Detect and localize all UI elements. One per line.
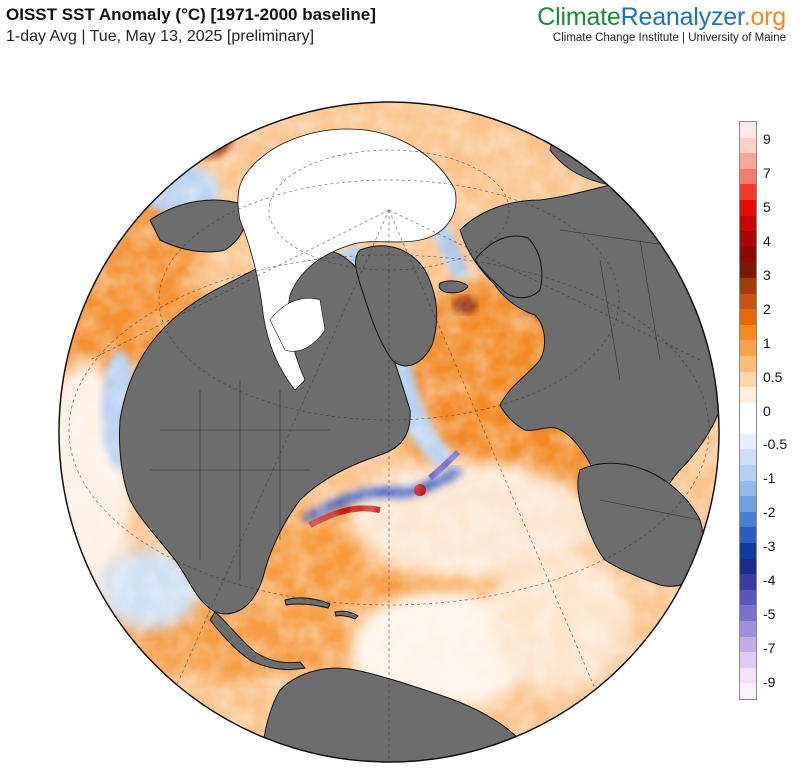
colorbar-segment (740, 355, 756, 372)
colorbar-tick-label: -5 (763, 606, 776, 623)
colorbar-segment (740, 387, 756, 404)
colorbar-segment (740, 168, 756, 185)
colorbar-segment (740, 558, 756, 575)
land-iceland (438, 280, 469, 294)
colorbar-segment (740, 418, 756, 435)
colorbar-segment (740, 293, 756, 310)
colorbar-tick-label: 0.5 (763, 368, 783, 385)
brand-logo-part-reanalyzer: Reanalyzer (620, 3, 744, 31)
colorbar-segment (740, 589, 756, 606)
graticule-lines (68, 149, 710, 762)
colorbar-segment (740, 231, 756, 248)
colorbar-segment (740, 605, 756, 622)
brand-logo[interactable]: ClimateReanalyzer.org (537, 3, 786, 32)
colorbar-segment (740, 153, 756, 170)
colorbar-segment (740, 480, 756, 497)
colorbar-tick-label: -9 (763, 674, 776, 690)
globe-outline (58, 101, 720, 763)
colorbar-segment (740, 340, 756, 357)
colorbar-segment (740, 636, 756, 653)
land-central-america (209, 611, 306, 671)
colorbar-segment (740, 465, 756, 482)
colorbar-segment (740, 527, 756, 544)
colorbar-segment (740, 574, 756, 591)
arctic-sea-ice (237, 128, 457, 391)
colorbar-segment (740, 262, 756, 279)
colorbar-tick-label: -3 (763, 538, 776, 555)
colorbar-segment (740, 449, 756, 466)
colorbar-tick-label: -2 (763, 504, 776, 521)
land-masses (119, 102, 719, 762)
brand-logo-part-climate: Climate (537, 3, 621, 31)
colorbar (739, 121, 757, 700)
colorbar-tick-label: 0 (763, 402, 771, 419)
colorbar-segment (740, 215, 756, 232)
colorbar-segment (740, 543, 756, 560)
colorbar-segment (740, 137, 756, 154)
colorbar-segment (740, 496, 756, 513)
colorbar-segment (740, 511, 756, 528)
page-title: OISST SST Anomaly (°C) [1971-2000 baseli… (6, 5, 376, 24)
colorbar-tick-label: -7 (763, 640, 776, 657)
colorbar-tick-label: -0.5 (763, 436, 788, 453)
colorbar-tick-label: 2 (763, 300, 771, 317)
colorbar-segment (740, 667, 756, 684)
colorbar-tick-label: -4 (763, 572, 776, 589)
colorbar-segment (740, 402, 756, 419)
colorbar-segment (740, 246, 756, 263)
colorbar-segment (740, 309, 756, 326)
colorbar-tick-label: 5 (763, 198, 771, 215)
globe-surface (59, 102, 719, 762)
colorbar-tick-label: 4 (763, 232, 771, 249)
brand-logo-part-org: .org (743, 3, 786, 31)
colorbar-tick-label: -1 (763, 470, 776, 487)
colorbar-tick-label: 9 (763, 131, 771, 147)
colorbar-tick-label: 3 (763, 266, 771, 283)
colorbar-segment (740, 683, 756, 700)
colorbar-segment (740, 652, 756, 669)
page-subtitle: 1-day Avg | Tue, May 13, 2025 [prelimina… (6, 28, 315, 45)
colorbar-segment (740, 433, 756, 450)
land-africa (577, 462, 711, 587)
colorbar-segment (740, 277, 756, 295)
colorbar-segment (740, 371, 756, 388)
colorbar-segment (740, 199, 756, 217)
colorbar-segment (740, 621, 756, 638)
colorbar-tick-label: 1 (763, 334, 771, 351)
land-scandinavia (474, 235, 543, 299)
brand-tagline: Climate Change Institute | University of… (552, 32, 786, 44)
land-greenland (355, 245, 438, 367)
colorbar-segment (740, 122, 756, 139)
colorbar-segment (740, 184, 756, 201)
colorbar-segment (740, 324, 756, 341)
colorbar-tick-label: 7 (763, 164, 771, 181)
